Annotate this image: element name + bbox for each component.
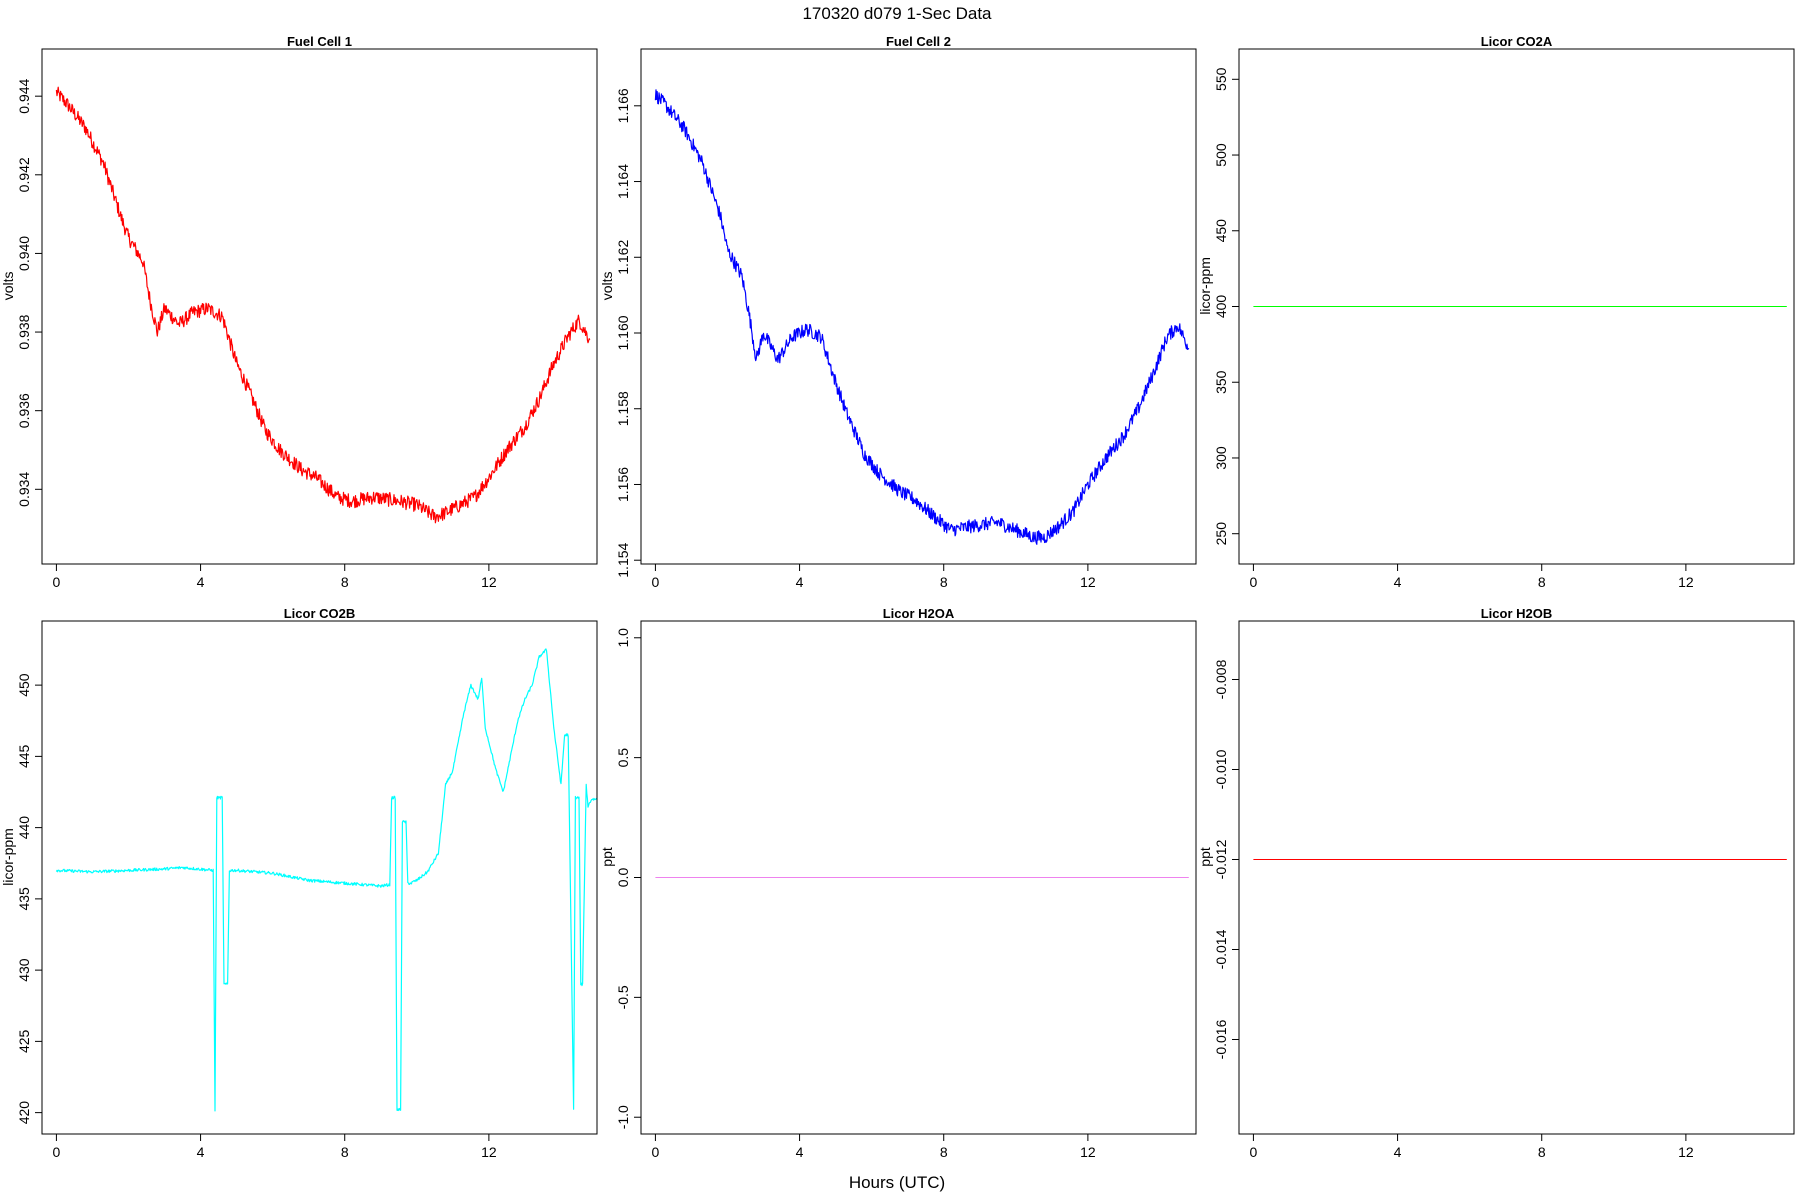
y-tick-label: 300	[1213, 446, 1229, 470]
x-tick-label: 8	[940, 1144, 948, 1160]
y-tick-label: 1.158	[615, 391, 631, 426]
panel-title: Licor CO2B	[284, 606, 356, 621]
y-tick-label: 0.5	[615, 748, 631, 768]
y-tick-label: 1.0	[615, 628, 631, 648]
y-tick-label: -0.016	[1213, 1019, 1229, 1059]
x-tick-label: 0	[652, 574, 660, 590]
y-tick-label: 0.944	[16, 78, 32, 113]
x-tick-label: 12	[481, 574, 497, 590]
panel-title: Licor H2OB	[1481, 606, 1553, 621]
plot-frame	[41, 48, 598, 565]
y-tick-label: 420	[16, 1101, 32, 1125]
x-tick-label: 0	[1250, 1144, 1258, 1160]
x-tick-label: 4	[1394, 1144, 1402, 1160]
x-tick-label: 8	[1538, 1144, 1546, 1160]
y-tick-label: 500	[1213, 143, 1229, 167]
y-tick-label: -1.0	[615, 1105, 631, 1129]
x-tick-label: 12	[1678, 574, 1694, 590]
y-tick-label: 0.942	[16, 157, 32, 192]
y-tick-label: 250	[1213, 522, 1229, 546]
panels-container: Fuel Cell 1 0 4 8 12 0.934 0.936 0.938 0.940 0.94…	[0, 34, 1795, 1160]
x-tick-label: 8	[940, 574, 948, 590]
y-tick-label: 1.160	[615, 315, 631, 350]
series-line	[55, 648, 598, 1112]
y-tick-label: 435	[16, 887, 32, 911]
panel-title: Licor H2OA	[883, 606, 955, 621]
x-tick-label: 0	[1250, 574, 1258, 590]
x-tick-label: 4	[197, 574, 205, 590]
x-tick-label: 12	[1080, 574, 1096, 590]
y-tick-label: 1.164	[615, 164, 631, 199]
x-tick-label: 8	[1538, 574, 1546, 590]
y-tick-label: 400	[1213, 295, 1229, 319]
plot-frame	[1238, 620, 1795, 1135]
x-tick-label: 4	[796, 1144, 804, 1160]
y-tick-label: 450	[1213, 219, 1229, 243]
x-tick-label: 0	[53, 574, 61, 590]
x-tick-label: 8	[341, 574, 349, 590]
chart-panel-2: Fuel Cell 2 0 4 8 12 1.154 1.156 1.158 1.160 1.16…	[599, 34, 1197, 590]
chart-panel-6: Licor H2OB 0 4 8 12 -0.016 -0.014 -0.012 -0.010 -…	[1197, 606, 1795, 1160]
x-tick-label: 12	[1678, 1144, 1694, 1160]
series-line	[55, 86, 591, 524]
chart-panel-1: Fuel Cell 1 0 4 8 12 0.934 0.936 0.938 0.940 0.94…	[0, 34, 598, 590]
chart-panel-4: Licor CO2B 0 4 8 12 420 425 430 435 440 445 450 lico…	[0, 606, 598, 1160]
x-tick-label: 12	[481, 1144, 497, 1160]
plot-frame	[41, 620, 598, 1135]
y-tick-label: 0.938	[16, 314, 32, 349]
y-tick-label: 1.156	[615, 467, 631, 502]
x-tick-label: 4	[796, 574, 804, 590]
figure-title: 170320 d079 1-Sec Data	[802, 4, 992, 23]
y-tick-label: 1.166	[615, 88, 631, 123]
y-tick-label: 1.162	[615, 240, 631, 275]
y-tick-label: 0.0	[615, 868, 631, 888]
y-tick-label: 450	[16, 673, 32, 697]
y-tick-label: -0.5	[615, 985, 631, 1009]
x-tick-label: 8	[341, 1144, 349, 1160]
panel-title: Fuel Cell 2	[886, 34, 951, 49]
y-tick-label: 350	[1213, 370, 1229, 394]
y-tick-label: 0.940	[16, 236, 32, 271]
y-tick-label: 430	[16, 958, 32, 982]
series-line	[654, 89, 1190, 545]
y-tick-label: -0.008	[1213, 659, 1229, 699]
x-tick-label: 4	[1394, 574, 1402, 590]
y-tick-label: -0.014	[1213, 929, 1229, 969]
plot-frame	[640, 48, 1197, 565]
y-tick-label: 0.936	[16, 393, 32, 428]
y-tick-label: -0.010	[1213, 749, 1229, 789]
chart-panel-3: Licor CO2A 0 4 8 12 250 300 350 400 450 500 550 lico…	[1197, 34, 1795, 590]
x-tick-label: 0	[53, 1144, 61, 1160]
y-axis-label: volts	[0, 272, 16, 301]
y-tick-label: 425	[16, 1029, 32, 1053]
y-axis-label: ppt	[1197, 847, 1213, 867]
panel-title: Fuel Cell 1	[287, 34, 352, 49]
y-tick-label: 440	[16, 816, 32, 840]
x-tick-label: 4	[197, 1144, 205, 1160]
y-axis-label: ppt	[599, 847, 615, 867]
y-axis-label: volts	[599, 272, 615, 301]
y-axis-label: licor-ppm	[1197, 257, 1213, 315]
y-tick-label: 550	[1213, 67, 1229, 91]
y-tick-label: 1.154	[615, 542, 631, 577]
panel-title: Licor CO2A	[1481, 34, 1553, 49]
y-axis-label: licor-ppm	[0, 828, 16, 886]
y-tick-label: 445	[16, 744, 32, 768]
x-axis-title: Hours (UTC)	[849, 1173, 945, 1192]
chart-panel-5: Licor H2OA 0 4 8 12 -1.0 -0.5 0.0 0.5 1.0 ppt	[599, 606, 1197, 1160]
y-tick-label: 0.934	[16, 472, 32, 507]
y-tick-label: -0.012	[1213, 839, 1229, 879]
x-tick-label: 12	[1080, 1144, 1096, 1160]
x-tick-label: 0	[652, 1144, 660, 1160]
